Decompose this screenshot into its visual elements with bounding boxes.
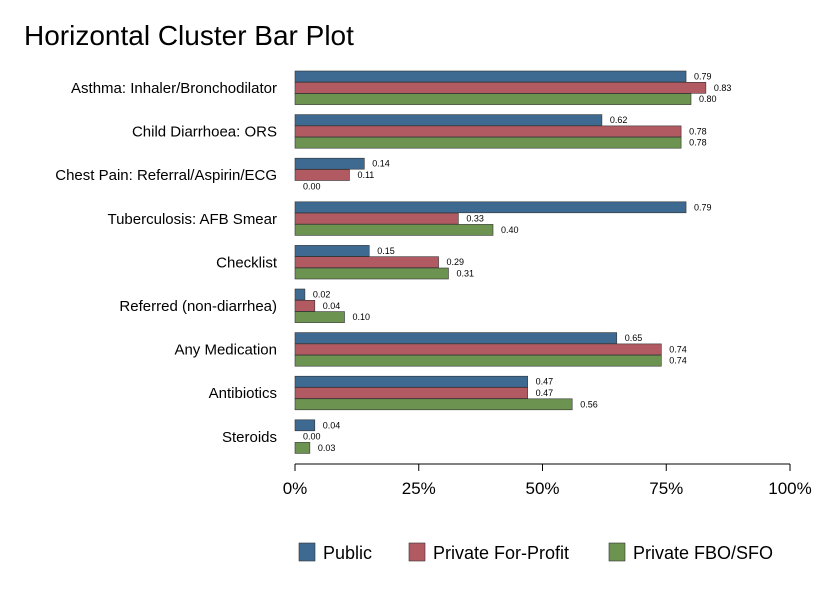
x-tick-label: 25% <box>402 479 436 498</box>
data-label: 0.40 <box>501 225 519 235</box>
bar <box>294 299 316 312</box>
category-label: Any Medication <box>174 342 277 359</box>
bar <box>294 82 707 94</box>
data-label: 0.79 <box>694 72 712 82</box>
legend-swatch <box>608 542 626 562</box>
category-label: Tuberculosis: AFB Smear <box>107 211 277 228</box>
chart-title: Horizontal Cluster Bar Plot <box>24 20 354 51</box>
data-label: 0.31 <box>456 269 474 279</box>
category-label: Chest Pain: Referral/Aspirin/ECG <box>55 167 277 184</box>
data-label: 0.62 <box>610 115 628 125</box>
bar <box>294 157 365 170</box>
data-label: 0.74 <box>669 344 687 354</box>
bar <box>294 125 682 138</box>
data-label: 0.29 <box>447 257 465 267</box>
data-label: 0.47 <box>536 377 554 387</box>
category-label: Checklist <box>216 254 278 271</box>
bar <box>294 311 345 323</box>
data-label: 0.65 <box>625 333 643 343</box>
bar <box>294 212 459 225</box>
data-label: 0.11 <box>357 170 374 180</box>
bar <box>294 70 687 83</box>
bar <box>294 114 603 126</box>
x-tick-label: 100% <box>768 479 811 498</box>
bar <box>294 245 370 257</box>
data-label: 0.33 <box>466 214 484 224</box>
legend-label: Private For-Profit <box>433 543 569 563</box>
bar <box>294 419 316 432</box>
bar <box>294 398 573 411</box>
category-label: Steroids <box>222 429 277 446</box>
x-tick-label: 50% <box>525 479 559 498</box>
category-label: Asthma: Inhaler/Bronchodilator <box>71 80 277 97</box>
bar <box>294 343 662 356</box>
data-label: 0.03 <box>318 443 336 453</box>
category-label: Child Diarrhoea: ORS <box>132 124 277 141</box>
data-label: 0.47 <box>536 388 554 398</box>
bar <box>294 354 662 367</box>
x-tick-label: 75% <box>649 479 683 498</box>
data-label: 0.80 <box>699 94 717 104</box>
data-label: 0.10 <box>353 312 371 322</box>
category-label: Antibiotics <box>209 385 277 402</box>
data-label: 0.00 <box>303 181 321 191</box>
data-label: 0.79 <box>694 202 712 212</box>
legend-label: Private FBO/SFO <box>633 543 773 563</box>
bar <box>294 288 306 301</box>
data-label: 0.04 <box>323 301 341 311</box>
category-label: Referred (non-diarrhea) <box>119 298 277 315</box>
bar <box>294 93 692 105</box>
bar <box>294 442 311 454</box>
bar <box>294 256 439 269</box>
bar <box>294 224 494 236</box>
data-label: 0.74 <box>669 356 687 366</box>
bar <box>294 387 528 399</box>
data-label: 0.14 <box>372 159 390 169</box>
x-tick-label: 0% <box>283 479 308 498</box>
data-label: 0.78 <box>689 126 707 136</box>
bar <box>294 267 449 280</box>
bar <box>294 169 350 181</box>
data-label: 0.56 <box>580 399 598 409</box>
data-label: 0.04 <box>323 420 341 430</box>
data-label: 0.83 <box>714 83 732 93</box>
bar <box>294 201 687 214</box>
legend-swatch <box>408 542 426 562</box>
bar <box>294 332 618 344</box>
data-label: 0.00 <box>303 432 321 442</box>
data-label: 0.78 <box>689 138 707 148</box>
legend-label: Public <box>323 543 372 563</box>
bar <box>294 136 682 149</box>
legend-swatch <box>298 542 316 562</box>
data-label: 0.15 <box>377 246 395 256</box>
bar <box>294 375 528 388</box>
data-label: 0.02 <box>313 290 331 300</box>
